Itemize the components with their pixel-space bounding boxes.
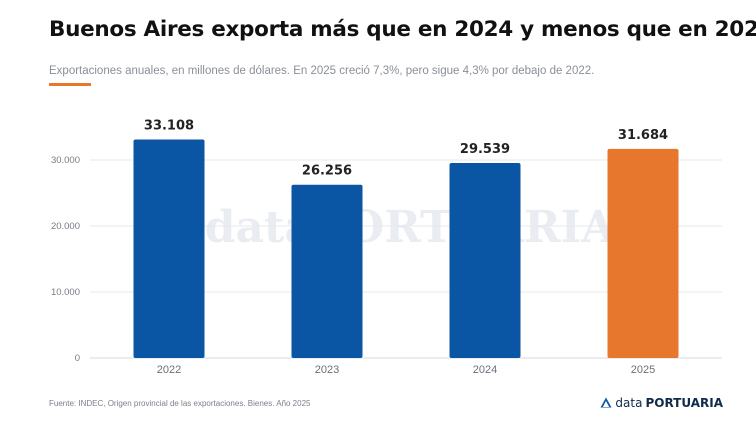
bar-2022 xyxy=(133,139,205,358)
brand-prefix: data xyxy=(615,396,643,410)
bar-chart: dataPORTUARIA 0 10.000 20.000 30.000 33.108… xyxy=(51,118,722,376)
brand-name: PORTUARIA xyxy=(645,396,723,410)
y-tick-label: 10.000 xyxy=(51,287,80,298)
bar-2023 xyxy=(291,184,363,358)
source-note: Fuente: INDEC, Origen provincial de las … xyxy=(49,399,311,408)
brand-logo: data PORTUARIA xyxy=(600,396,723,410)
data-label-2024: 29.539 xyxy=(460,142,510,157)
x-tick-label-2025: 2025 xyxy=(631,364,655,376)
bar-2025 xyxy=(607,148,679,358)
data-label-2022: 33.108 xyxy=(144,118,194,133)
x-tick-label-2023: 2023 xyxy=(315,364,339,376)
chart-subtitle: Exportaciones anuales, en millones de dó… xyxy=(49,65,595,77)
x-tick-label-2024: 2024 xyxy=(473,364,497,376)
chart-title: Buenos Aires exporta más que en 2024 y m… xyxy=(49,17,756,42)
brand-icon xyxy=(600,397,612,408)
accent-underline xyxy=(49,83,91,86)
data-label-2023: 26.256 xyxy=(302,164,352,179)
watermark-text: dataPORTUARIA xyxy=(205,202,616,253)
y-tick-label: 0 xyxy=(75,353,80,364)
y-tick-label: 20.000 xyxy=(51,221,80,232)
x-tick-label-2022: 2022 xyxy=(157,364,181,376)
bar-2024 xyxy=(449,163,521,358)
data-label-2025: 31.684 xyxy=(618,128,668,143)
y-tick-label: 30.000 xyxy=(51,155,80,166)
